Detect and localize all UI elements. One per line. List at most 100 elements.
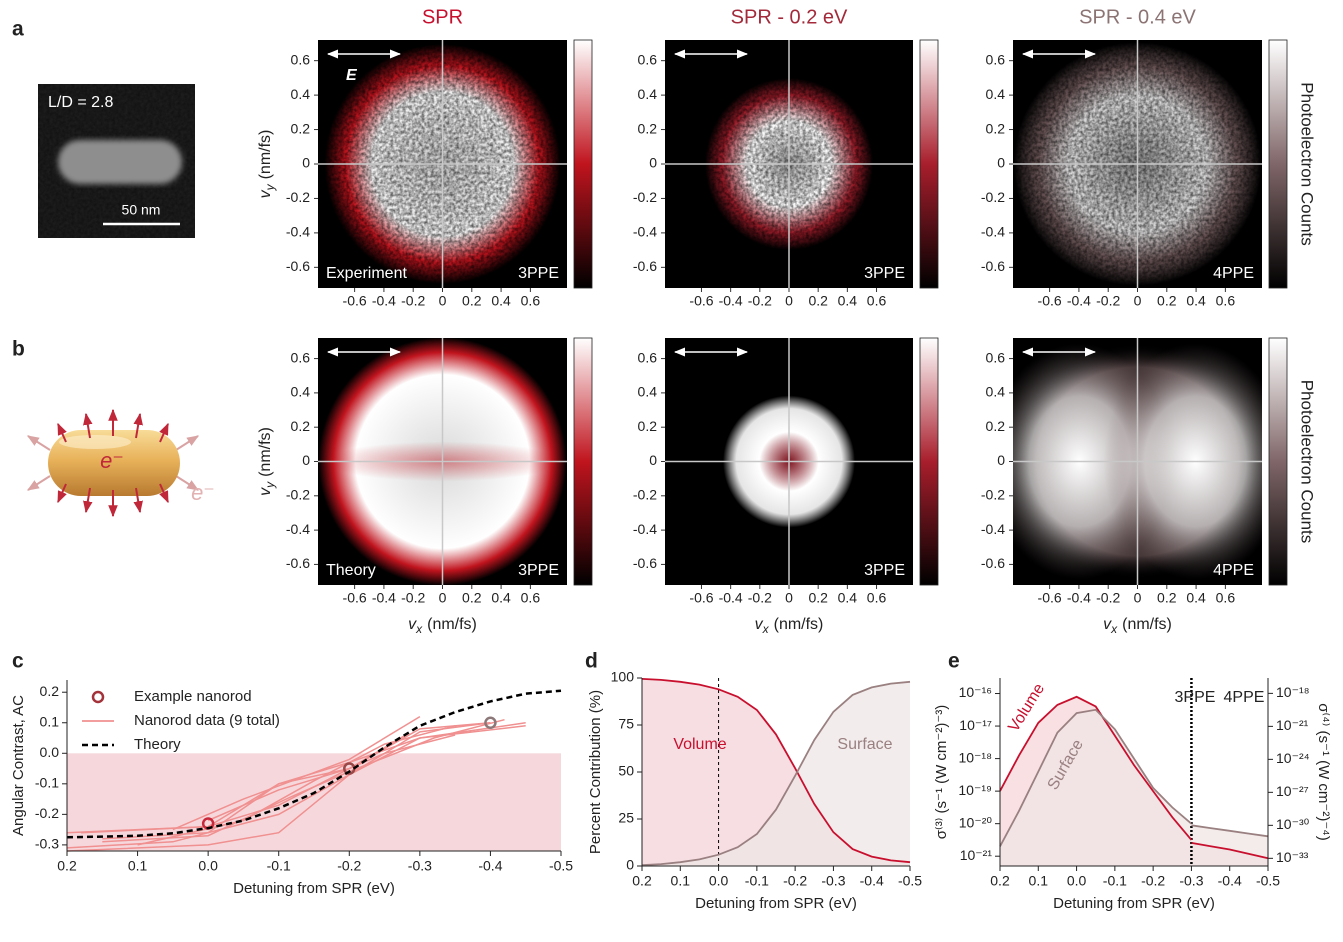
annotation: 3PPE	[518, 562, 559, 579]
axis-unit: (nm/fs)	[427, 616, 477, 633]
y-tick-label: 0.6	[638, 51, 658, 67]
y-tick-label: -0.1	[35, 775, 59, 791]
y-tick-label: 0.4	[291, 384, 311, 400]
colorbar	[919, 337, 939, 586]
curve	[999, 708, 1192, 847]
aspect-ratio-label: L/D = 2.8	[48, 94, 113, 111]
y2-tick-label: 10⁻²⁴	[1276, 750, 1310, 766]
y-tick-label: 50	[618, 763, 634, 779]
volume-electron-label: e⁻	[100, 448, 124, 473]
y-tick-label: 0.2	[638, 120, 658, 136]
x-tick-label: -0.6	[1038, 590, 1062, 606]
x-tick-label: 0.6	[867, 590, 887, 606]
y-tick-label: -0.4	[981, 224, 1005, 240]
annotation: 3PPE	[1175, 689, 1216, 706]
x-tick-label: -0.3	[821, 873, 845, 889]
y-tick-label: -0.6	[981, 555, 1005, 571]
y-tick-label: 0.2	[638, 418, 658, 434]
x-tick-label: -0.4	[1067, 293, 1091, 309]
axis-title: vx (nm/fs)	[755, 616, 824, 636]
scale-bar-label: 50 nm	[122, 202, 161, 218]
colorbar	[919, 39, 939, 289]
x-tick-label: -0.6	[343, 590, 367, 606]
annotation: 3PPE	[864, 562, 905, 579]
axis-variable: v	[408, 616, 417, 633]
y-tick-label: -0.4	[633, 521, 657, 537]
legend-symbol	[91, 690, 105, 704]
x-tick-label: 0.2	[808, 293, 828, 309]
legend-label: Nanorod data (9 total)	[134, 712, 280, 729]
x-tick-label: 0.2	[990, 873, 1010, 889]
heatmap	[1013, 338, 1262, 585]
axis-title: vy (nm/fs)	[257, 130, 277, 199]
x-tick-label: 0.4	[838, 293, 858, 309]
y-tick-label: 0.2	[40, 683, 60, 699]
axis-unit: (nm/fs)	[257, 130, 274, 180]
y-tick-label: 0.6	[986, 349, 1006, 365]
colorbar	[1268, 337, 1288, 586]
colorbar-label: Photoelectron Counts	[1298, 380, 1317, 544]
y-tick-label: 0.4	[291, 86, 311, 102]
x-tick-label: -0.2	[1141, 873, 1165, 889]
y-axis-title: Percent Contribution (%)	[587, 690, 604, 854]
curve	[1191, 824, 1269, 838]
y-tick-label: 25	[618, 810, 634, 826]
y-tick-label: 0.4	[638, 86, 658, 102]
x-tick-label: 0.2	[462, 590, 482, 606]
area-fill	[642, 678, 910, 866]
y-tick-label: 0.1	[40, 713, 60, 729]
y-tick-label: 10⁻¹⁸	[958, 749, 992, 765]
x-tick-label: 0	[785, 293, 793, 309]
highlight	[59, 435, 131, 449]
x-tick-label: 0	[439, 293, 447, 309]
x-axis-title: Detuning from SPR (eV)	[695, 895, 857, 912]
axis-variable: v	[1103, 616, 1112, 633]
field-label: E	[346, 67, 358, 84]
y-tick-label: 10⁻¹⁶	[959, 684, 992, 700]
y-tick-label: 75	[618, 716, 634, 732]
y-tick-label: 0.2	[986, 418, 1006, 434]
nanorod-line	[172, 715, 421, 831]
y-axis-title: σ⁽³⁾ (s⁻¹ (W cm⁻²)⁻³)	[933, 705, 950, 840]
y2-tick-label: 10⁻²¹	[1276, 717, 1309, 733]
x-tick-label: -0.2	[783, 873, 807, 889]
x-tick-label: -0.5	[898, 873, 922, 889]
y-tick-label: -0.3	[35, 836, 59, 852]
x-tick-label: -0.2	[401, 293, 425, 309]
axis-variable: v	[257, 487, 274, 496]
panel-label: d	[585, 650, 598, 673]
x-tick-label: -0.6	[689, 293, 713, 309]
x-tick-label: -0.2	[401, 590, 425, 606]
annotation: 4PPE	[1213, 562, 1254, 579]
annotation: 3PPE	[864, 265, 905, 282]
y-tick-label: 0.6	[638, 349, 658, 365]
x-tick-label: -0.2	[748, 293, 772, 309]
volume-emission-arrows	[57, 408, 169, 518]
x-tick-label: 0.6	[521, 590, 541, 606]
panel-label: a	[12, 18, 24, 41]
x-tick-label: -0.4	[1067, 590, 1091, 606]
panel-title: SPR - 0.4 eV	[1079, 6, 1196, 28]
y-tick-label: -0.4	[286, 224, 310, 240]
colorbar	[573, 39, 593, 289]
x-tick-label: -0.4	[372, 590, 396, 606]
series-label: Volume	[673, 736, 726, 753]
x-tick-label: 0.2	[1157, 590, 1177, 606]
y2-tick-label: 10⁻³³	[1276, 849, 1309, 865]
annotation: 4PPE	[1224, 689, 1265, 706]
x-tick-label: 0.2	[1157, 293, 1177, 309]
x-tick-label: 0.2	[57, 858, 77, 874]
x-tick-label: 0	[1134, 293, 1142, 309]
x-tick-label: 0.4	[491, 590, 511, 606]
y-tick-label: -0.2	[286, 189, 310, 205]
y-tick-label: -0.6	[286, 258, 310, 274]
y-axis-title: Angular Contrast, AC	[10, 695, 27, 836]
y-tick-label: 0.4	[986, 86, 1006, 102]
y-tick-label: -0.4	[633, 224, 657, 240]
x-tick-label: 0.2	[462, 293, 482, 309]
series-label: Surface	[837, 736, 892, 753]
colorbar-label: Photoelectron Counts	[1298, 82, 1317, 246]
x-tick-label: -0.2	[1096, 590, 1120, 606]
y-tick-label: 0	[649, 452, 657, 468]
